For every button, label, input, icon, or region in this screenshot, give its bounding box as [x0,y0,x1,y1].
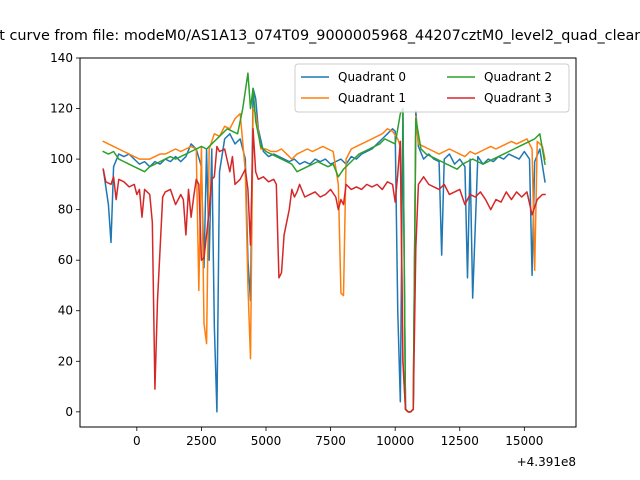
x-axis-offset-label: +4.391e8 [517,455,576,469]
series-line-quadrant-2 [102,72,546,413]
legend-label-quadrant-3: Quadrant 3 [484,91,552,105]
x-tick-label: 15000 [505,434,543,448]
y-tick-label: 140 [50,51,73,65]
series-line-quadrant-3 [102,128,546,413]
y-tick-label: 60 [58,253,73,267]
x-axis-ticks: 0 2500 5000 7500 10000 12500 15000 [133,427,543,448]
y-tick-label: 80 [58,203,73,217]
x-tick-label: 7500 [315,434,346,448]
series-line-quadrant-1 [102,107,546,413]
x-tick-label: 10000 [376,434,414,448]
x-tick-label: 12500 [441,434,479,448]
y-tick-label: 40 [58,304,73,318]
y-tick-label: 0 [65,405,73,419]
series-line-quadrant-0 [102,87,546,413]
y-tick-label: 120 [50,102,73,116]
x-tick-label: 0 [133,434,141,448]
y-tick-label: 100 [50,152,73,166]
legend-label-quadrant-0: Quadrant 0 [338,70,406,84]
x-tick-label: 2500 [186,434,217,448]
series-layer [102,72,546,413]
y-axis-ticks: 0 20 40 60 80 100 120 140 [50,51,80,419]
chart-title: Light curve from file: modeM0/AS1A13_074… [0,28,640,44]
legend-label-quadrant-1: Quadrant 1 [338,91,406,105]
legend-label-quadrant-2: Quadrant 2 [484,70,552,84]
plot-frame [79,57,577,428]
y-tick-label: 20 [58,354,73,368]
legend-box [294,63,570,113]
legend: Quadrant 0 Quadrant 1 Quadrant 2 Quadrant 3 [294,63,570,113]
plot-area [80,58,576,427]
x-tick-label: 5000 [251,434,282,448]
